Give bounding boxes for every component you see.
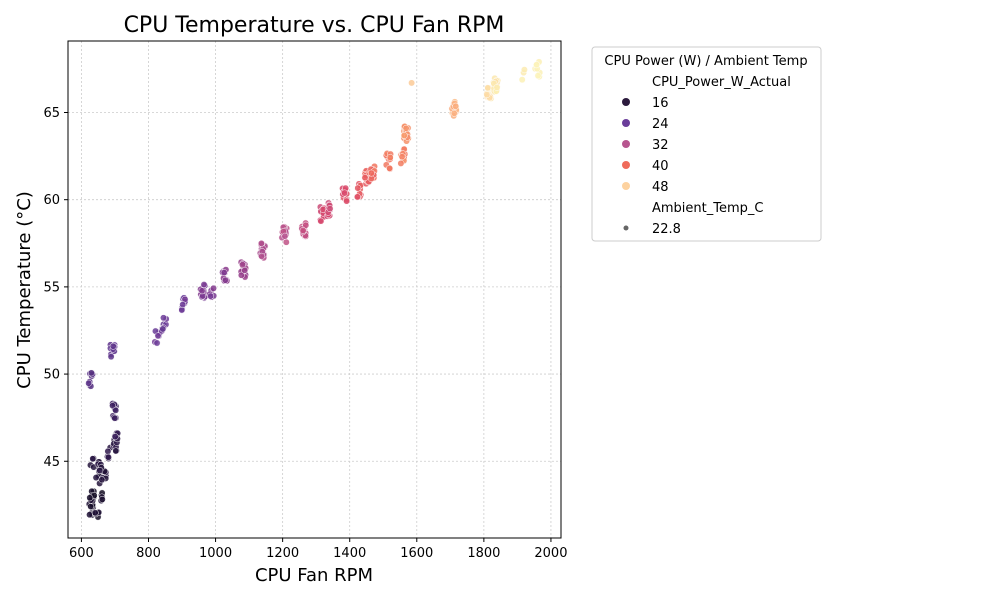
y-tick-label: 45 xyxy=(43,455,60,470)
data-point xyxy=(85,379,93,387)
legend-entry-label: 48 xyxy=(652,180,669,195)
data-point xyxy=(402,124,410,132)
data-point xyxy=(207,292,215,300)
data-point xyxy=(239,261,246,269)
legend-size-header: Ambient_Temp_C xyxy=(652,201,763,216)
data-point xyxy=(282,238,290,246)
data-point xyxy=(367,169,375,177)
data-point xyxy=(153,339,161,347)
data-point xyxy=(104,447,112,455)
data-point xyxy=(91,509,99,517)
x-tick-label: 1800 xyxy=(467,546,500,561)
data-point xyxy=(200,281,208,289)
data-point xyxy=(198,287,206,295)
legend-frame xyxy=(591,46,822,242)
data-point xyxy=(483,91,491,99)
x-tick-label: 600 xyxy=(69,546,94,561)
data-point xyxy=(87,503,95,510)
data-point xyxy=(107,353,115,361)
data-point xyxy=(220,269,228,277)
data-point xyxy=(159,325,167,333)
x-tick-label: 1400 xyxy=(333,546,366,561)
legend-marker xyxy=(622,182,630,190)
data-points xyxy=(85,58,544,521)
data-point xyxy=(386,154,394,161)
data-point xyxy=(317,217,325,225)
data-point xyxy=(484,84,492,92)
data-point xyxy=(408,79,416,87)
y-tick-label: 50 xyxy=(43,368,60,383)
data-point xyxy=(109,342,117,350)
data-point xyxy=(257,239,265,247)
data-point xyxy=(450,109,458,117)
data-point xyxy=(96,467,104,474)
data-point xyxy=(299,227,307,234)
chart-title: CPU Temperature vs. CPU Fan RPM xyxy=(124,13,505,38)
data-point xyxy=(210,284,217,292)
data-point xyxy=(341,189,348,197)
grid-lines xyxy=(68,41,561,538)
data-point xyxy=(89,455,97,463)
legend-entry-label: 32 xyxy=(652,138,669,153)
data-point xyxy=(400,132,408,139)
x-tick-label: 1600 xyxy=(400,546,433,561)
data-point xyxy=(452,102,460,110)
legend-size-label: 22.8 xyxy=(652,222,681,237)
data-point xyxy=(98,476,106,484)
x-tick-label: 1200 xyxy=(266,546,299,561)
y-tick-label: 65 xyxy=(43,106,60,121)
data-point xyxy=(520,66,528,74)
legend-marker xyxy=(622,140,630,148)
data-point xyxy=(326,205,334,213)
data-point xyxy=(112,447,120,455)
data-point xyxy=(534,72,542,80)
legend: CPU Power (W) / Ambient Temp CPU_Power_W… xyxy=(591,46,822,242)
data-point xyxy=(518,76,526,84)
data-point xyxy=(104,453,112,461)
data-point xyxy=(179,301,187,309)
legend-entry-label: 40 xyxy=(652,159,669,174)
data-point xyxy=(397,159,405,167)
data-point xyxy=(111,433,119,441)
data-point xyxy=(493,84,501,91)
data-point xyxy=(533,61,541,69)
y-tick-label: 60 xyxy=(43,193,60,208)
data-point xyxy=(237,271,245,279)
plot-frame xyxy=(67,40,562,539)
data-point xyxy=(87,369,95,377)
data-point xyxy=(343,197,351,205)
legend-entry-label: 16 xyxy=(652,96,669,111)
data-point xyxy=(281,232,289,240)
legend-hue-header: CPU_Power_W_Actual xyxy=(652,75,791,90)
data-point xyxy=(386,164,394,172)
data-point xyxy=(258,252,266,260)
data-point xyxy=(98,495,106,503)
y-axis-label: CPU Temperature (°C) xyxy=(14,191,35,389)
x-tick-label: 1000 xyxy=(199,546,232,561)
data-point xyxy=(92,474,100,482)
legend-entry-label: 24 xyxy=(652,117,669,132)
x-tick-label: 800 xyxy=(136,546,161,561)
y-axis-ticks: 45 50 55 60 65 xyxy=(43,106,68,470)
x-axis-label: CPU Fan RPM xyxy=(255,565,373,586)
data-point xyxy=(86,494,94,502)
x-axis-ticks: 600 800 1000 1200 1400 1600 1800 2000 xyxy=(69,538,567,561)
data-point xyxy=(111,414,119,422)
data-point xyxy=(160,314,167,322)
data-point xyxy=(154,332,162,340)
data-point xyxy=(112,406,120,414)
legend-marker xyxy=(622,98,630,106)
legend-marker xyxy=(622,119,630,127)
data-point xyxy=(398,153,406,161)
data-point xyxy=(354,184,362,192)
legend-title: CPU Power (W) / Ambient Temp xyxy=(604,54,807,69)
legend-size-marker xyxy=(623,225,629,231)
y-tick-label: 55 xyxy=(43,280,60,295)
legend-marker xyxy=(622,161,630,169)
data-point xyxy=(353,193,361,201)
data-point xyxy=(221,276,229,284)
x-tick-label: 2000 xyxy=(534,546,567,561)
data-point xyxy=(361,174,369,182)
